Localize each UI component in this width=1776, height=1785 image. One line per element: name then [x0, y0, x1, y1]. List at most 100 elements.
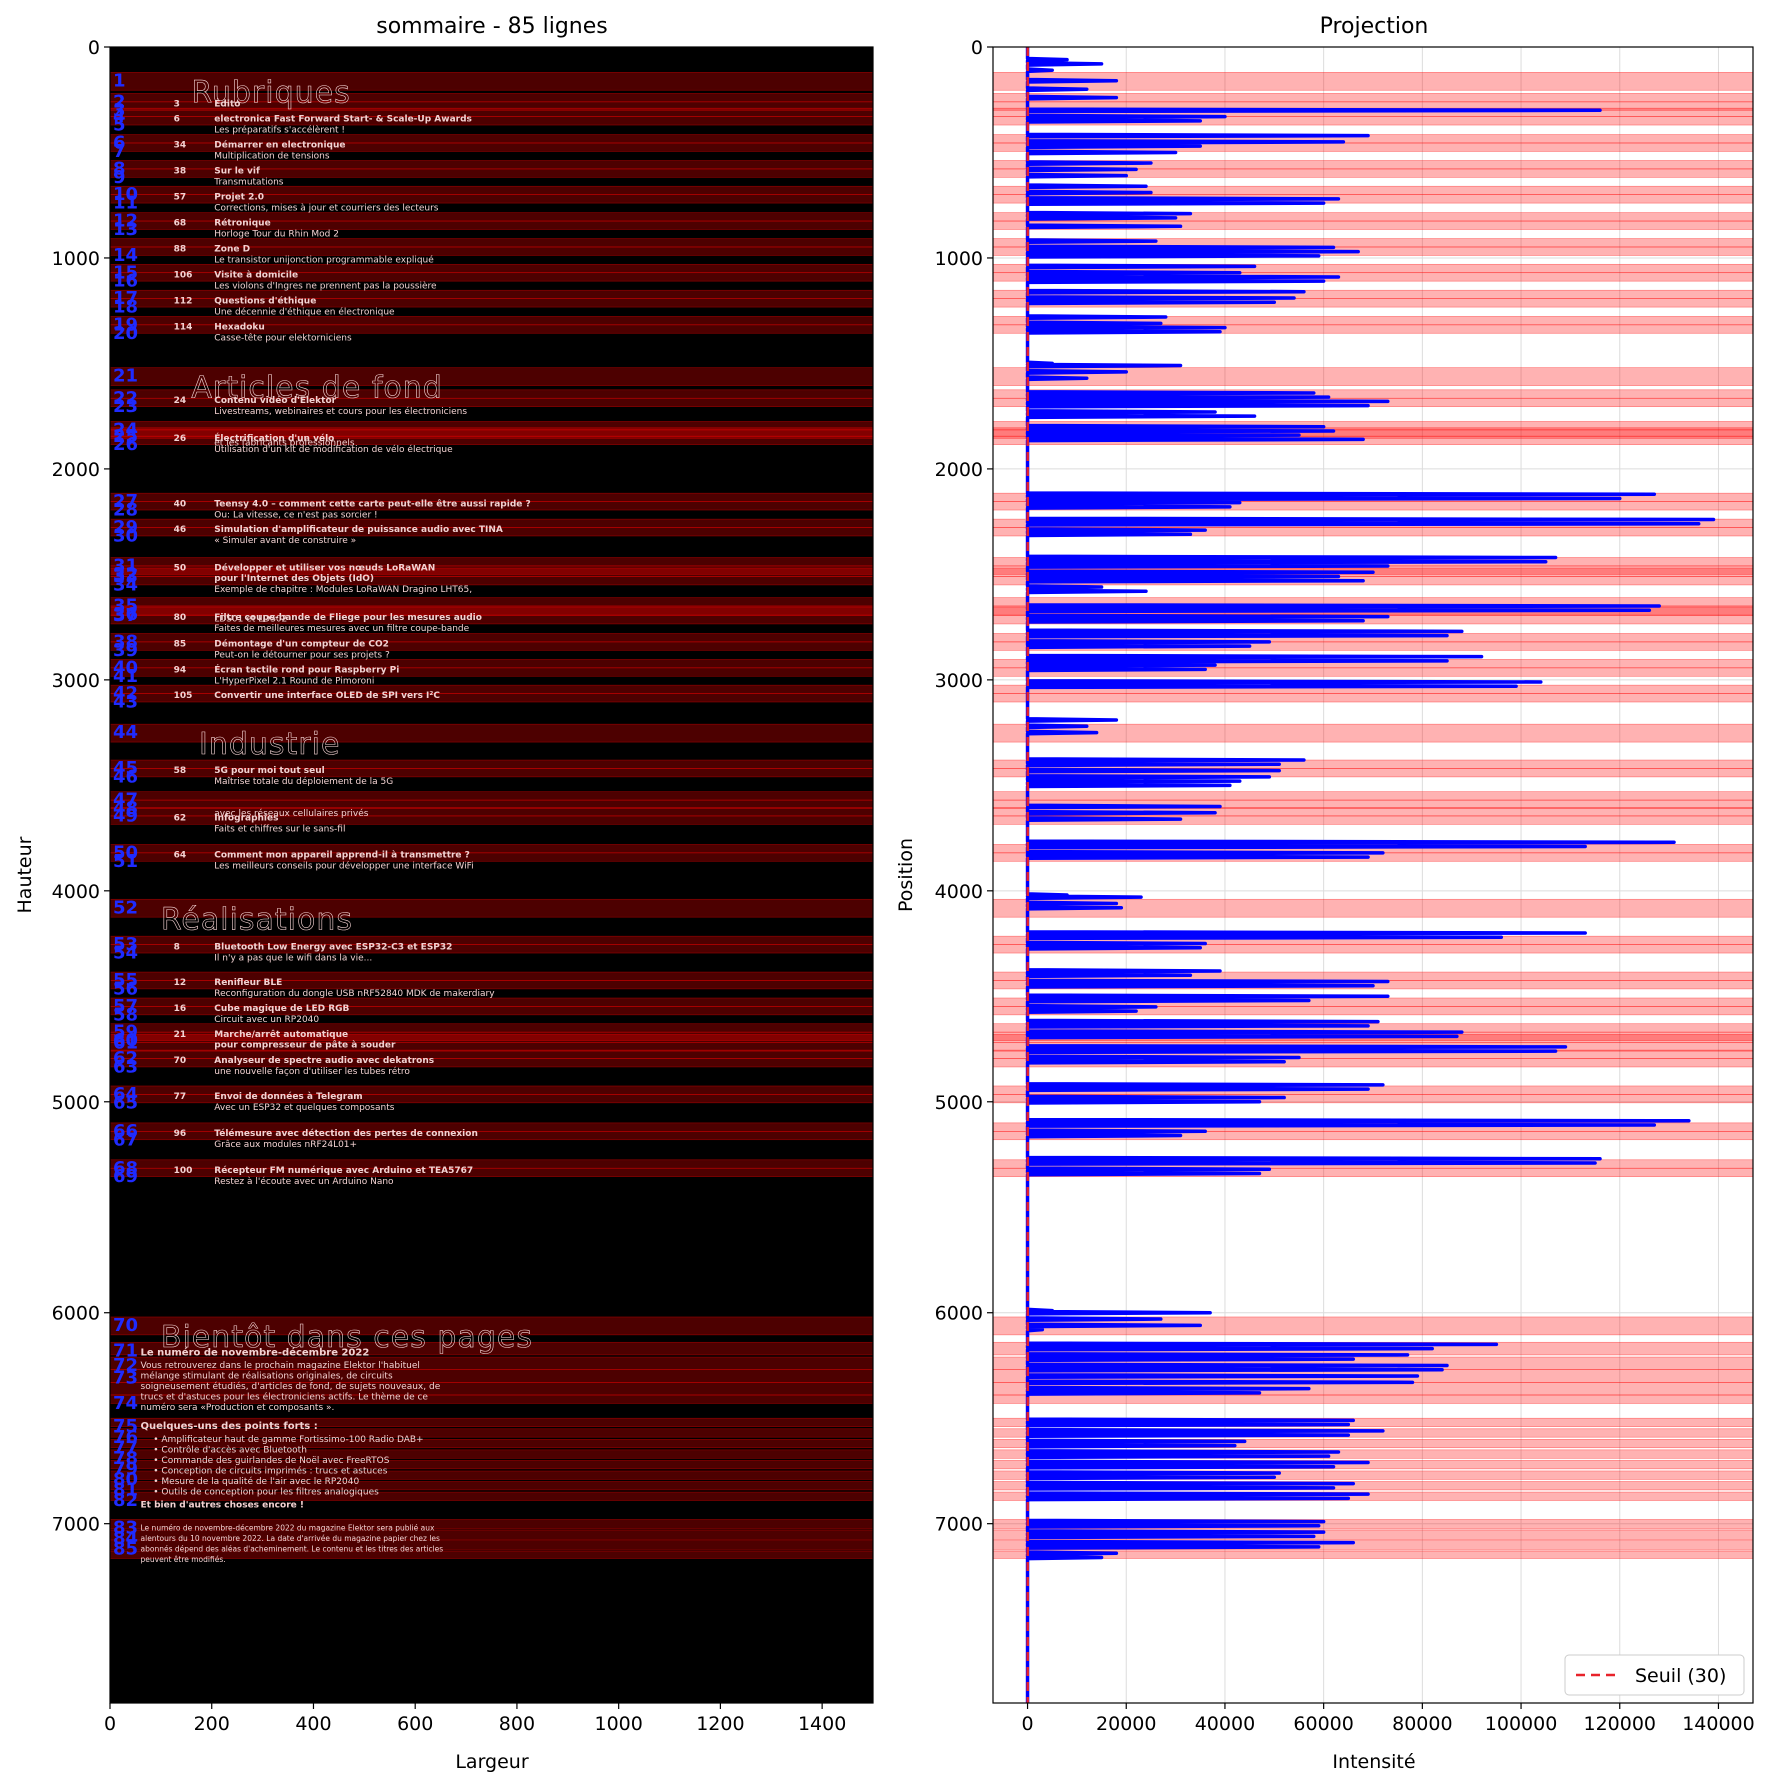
line-number-label: 65: [113, 1092, 138, 1113]
line-number-label: 62: [113, 1048, 138, 1069]
entry-page-number: 70: [174, 1056, 187, 1066]
entry-page-number: 24: [174, 396, 187, 406]
teaser-line: Vous retrouverez dans le prochain magazi…: [141, 1361, 420, 1371]
line-number-label: 31: [113, 556, 138, 577]
right-x-tick-label: 120000: [1583, 1713, 1656, 1735]
line-number-label: 23: [113, 396, 138, 417]
entry-page-number: 6: [174, 114, 180, 124]
entry-subtitle: Multiplication de tensions: [214, 152, 330, 162]
right-y-tick-label: 0: [971, 37, 983, 59]
line-number-label: 18: [113, 297, 138, 318]
left-panel: sommaire - 85 lignes Rubriques Articles d…: [14, 14, 874, 1773]
left-y-axis: 0 1000 2000 3000 4000 5000 6000 7000: [52, 37, 110, 1536]
teaser-line: numéro sera «Production et composants ».: [141, 1402, 335, 1413]
left-x-tick-label: 400: [295, 1713, 331, 1735]
line-number-label: 19: [113, 314, 138, 335]
line-number-label: 81: [113, 1479, 138, 1500]
entry-page-number: 50: [174, 564, 187, 574]
entry-title: Envoi de données à Telegram: [214, 1091, 362, 1102]
entry-title: Convertir une interface OLED de SPI vers…: [214, 691, 440, 701]
entry-page-number: 85: [174, 640, 187, 650]
line-number-label: 12: [113, 211, 138, 232]
highlight-item: • Outils de conception pour les filtres …: [153, 1488, 379, 1498]
highlight-item: • Contrôle d'accès avec Bluetooth: [153, 1444, 307, 1455]
line-number-label: 49: [113, 805, 138, 826]
entry-page-number: 114: [174, 322, 193, 332]
entry-page-number: 3: [174, 100, 180, 110]
line-number-label: 66: [113, 1121, 138, 1142]
entry-subtitle: Faits et chiffres sur le sans-fil: [214, 825, 345, 835]
section-heading: Réalisations: [161, 902, 353, 937]
closing-line: Et bien d'autres choses encore !: [141, 1500, 304, 1510]
right-x-axis-label: Intensité: [1332, 1751, 1415, 1773]
legend-box: [1564, 1654, 1745, 1696]
highlights-title: Quelques-uns des points forts :: [141, 1421, 318, 1432]
right-y-tick-label: 3000: [935, 670, 983, 692]
left-chart-title: sommaire - 85 lignes: [376, 14, 608, 39]
right-band: [992, 693, 1754, 703]
line-number-label: 63: [113, 1057, 138, 1078]
entry-page-number: 38: [174, 167, 187, 177]
entry-subtitle: L'HyperPixel 2.1 Round de Pimoroni: [214, 677, 374, 687]
entry-page-number: 80: [174, 613, 187, 623]
line-number-label: 68: [113, 1158, 138, 1179]
entry-page-number: 106: [174, 270, 193, 280]
teaser-line: mélange stimulant de réalisations origin…: [141, 1371, 393, 1382]
line-number-label: 21: [113, 366, 138, 387]
section-heading: Bientôt dans ces pages: [161, 1320, 533, 1355]
entry-page-number: 8: [174, 942, 180, 952]
line-number-label: 27: [113, 491, 138, 512]
line-number-label: 39: [113, 640, 138, 661]
line-number-label: 14: [113, 245, 138, 266]
entry-subtitle: Le transistor unijonction programmable e…: [214, 255, 434, 266]
line-number-label: 38: [113, 631, 138, 652]
entry-title: Comment mon appareil apprend-il à transm…: [214, 851, 470, 861]
footnote-line: alentours du 10 novembre 2022. La date d…: [141, 1534, 441, 1543]
line-number-label: 35: [113, 596, 138, 617]
line-number-label: 47: [113, 790, 138, 811]
entry-subtitle: Exemple de chapitre : Modules LoRaWAN Dr…: [214, 585, 472, 595]
right-band: [992, 723, 1754, 743]
legend-threshold-label: Seuil (30): [1635, 1665, 1726, 1687]
left-y-tick-label: 6000: [52, 1303, 100, 1325]
entry-title: Bluetooth Low Energy avec ESP32-C3 et ES…: [214, 942, 452, 952]
entry-title: Visite à domicile: [214, 270, 298, 280]
entry-page-number: 64: [174, 851, 187, 861]
right-y-tick-label: 6000: [935, 1303, 983, 1325]
entry-title: Projet 2.0: [214, 192, 264, 202]
entry-subtitle: Restez à l'écoute avec un Arduino Nano: [214, 1176, 394, 1187]
line-number-label: 44: [113, 722, 138, 743]
right-band: [992, 791, 1754, 801]
entry-subtitle: Avec un ESP32 et quelques composants: [214, 1103, 394, 1113]
entry-title: Sur le vif: [214, 167, 260, 177]
line-number-label: 84: [113, 1528, 138, 1549]
left-y-tick-label: 0: [88, 37, 100, 59]
entry-title: Électrification d'un vélo: [214, 432, 334, 444]
line-number-label: 54: [113, 943, 138, 964]
right-y-axis: 0 1000 2000 3000 4000 5000 6000 7000: [935, 37, 993, 1536]
entry-subtitle: Casse-tête pour elektorniciens: [214, 332, 352, 343]
left-x-axis: 0 200 400 600 800 1000 1200 1400: [104, 1703, 846, 1735]
left-y-tick-label: 4000: [52, 881, 100, 903]
line-number-label: 8: [113, 158, 126, 179]
left-y-tick-label: 2000: [52, 459, 100, 481]
line-number-label: 57: [113, 996, 138, 1017]
line-number-label: 43: [113, 692, 138, 713]
left-y-tick-label: 3000: [52, 670, 100, 692]
entry-page-number: 112: [174, 296, 193, 306]
left-x-tick-label: 1200: [696, 1713, 744, 1735]
line-number-label: 3: [113, 100, 126, 121]
entry-subtitle: Livestreams, webinaires et cours pour le…: [214, 406, 467, 417]
left-x-tick-label: 800: [499, 1713, 535, 1735]
line-number-label: 13: [113, 219, 138, 240]
entry-subtitle: Une décennie d'éthique en électronique: [214, 306, 395, 317]
line-number-label: 50: [113, 842, 138, 863]
entry-page-number: 26: [174, 434, 187, 444]
teaser-line: soigneusement étudiés, d'articles de fon…: [141, 1381, 441, 1392]
entry-subtitle: avec les réseaux cellulaires privés: [214, 808, 369, 819]
line-number-label: 78: [113, 1448, 138, 1469]
entry-subtitle: Maîtrise totale du déploiement de la 5G: [214, 776, 393, 787]
entry-title: Télémesure avec détection des pertes de …: [214, 1128, 478, 1139]
line-number-label: 53: [113, 934, 138, 955]
entry-subtitle: Utilisation d'un kit de modification de …: [214, 444, 453, 455]
